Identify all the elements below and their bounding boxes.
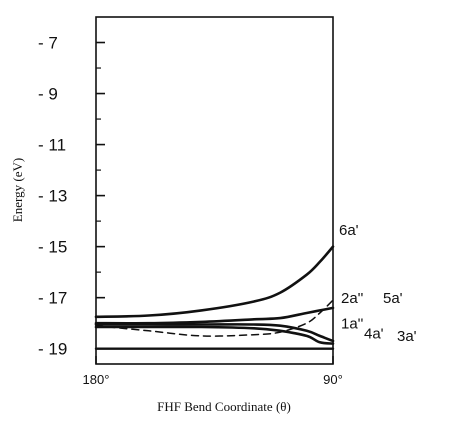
series-line: [94, 245, 335, 319]
series-label: 6a': [339, 222, 359, 239]
series-label: 4a': [364, 325, 384, 342]
y-tick-label: - 19: [38, 340, 67, 359]
series-lines: [94, 245, 335, 350]
series-label: 2a'': [341, 290, 364, 307]
y-axis-label: Energy (eV): [10, 158, 25, 222]
series-label: 3a': [397, 328, 417, 345]
x-axis: 180° 90°: [83, 356, 343, 387]
series-label: 5a': [383, 290, 403, 307]
y-tick-label: - 11: [38, 136, 66, 155]
series-line: [94, 306, 335, 325]
y-tick-label: - 9: [38, 85, 58, 104]
x-axis-label: FHF Bend Coordinate (θ): [157, 399, 291, 414]
y-tick-label: - 7: [38, 34, 58, 53]
series-labels: 6a' 5a' 2a'' 1a''4a' 3a': [339, 222, 417, 345]
series-line: [94, 325, 335, 345]
plot-frame: [95, 16, 334, 365]
x-tick-label: 90°: [323, 372, 343, 387]
y-tick-label: - 17: [38, 289, 67, 308]
series-line: [94, 323, 335, 343]
x-tick-label: 180°: [83, 372, 110, 387]
series-label: 1a'': [341, 315, 364, 332]
series-line: [95, 299, 334, 337]
y-tick-label: - 15: [38, 238, 67, 257]
y-axis: - 7 - 9 - 11 - 13 - 15 - 17 - 19: [38, 34, 105, 359]
y-tick-label: - 13: [38, 187, 67, 206]
